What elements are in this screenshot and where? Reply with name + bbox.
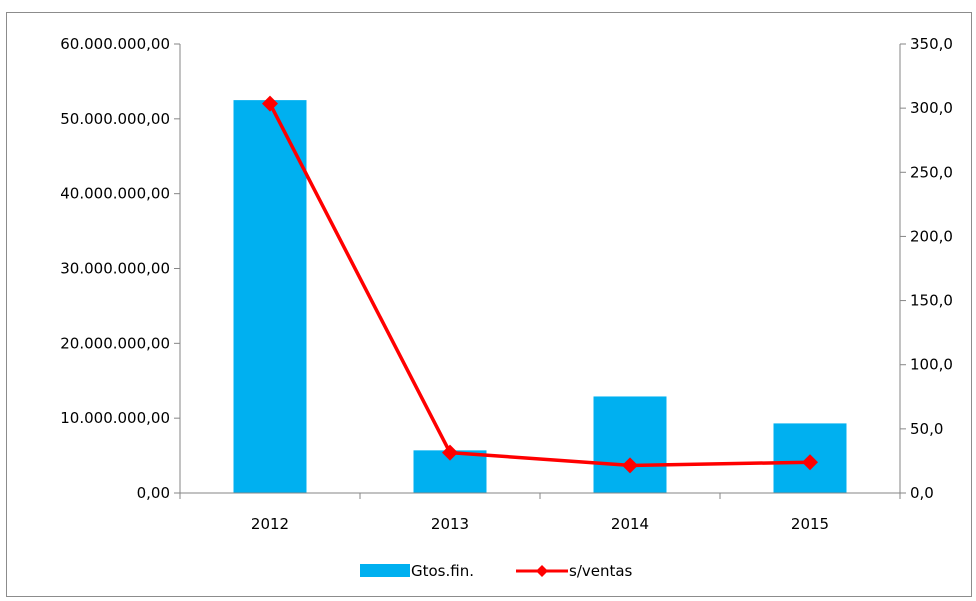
right-tick-label: 50,0 xyxy=(910,420,943,438)
left-tick-label: 60.000.000,00 xyxy=(60,35,170,53)
line-layer xyxy=(262,95,818,474)
x-tick-label: 2012 xyxy=(251,515,289,533)
line-marker-2014 xyxy=(622,457,638,474)
line-marker-2012 xyxy=(262,95,278,112)
legend-swatch-marker xyxy=(536,565,548,577)
right-tick-label: 0,0 xyxy=(910,484,934,502)
x-tick-label: 2015 xyxy=(791,515,829,533)
legend: Gtos.fin. s/ventas xyxy=(360,562,633,580)
left-tick-label: 40.000.000,00 xyxy=(60,185,170,203)
right-tick-label: 200,0 xyxy=(910,227,953,245)
line-marker-2013 xyxy=(442,444,458,461)
left-tick-label: 50.000.000,00 xyxy=(60,110,170,128)
bars-layer xyxy=(233,100,847,493)
x-tick-label: 2014 xyxy=(611,515,649,533)
right-tick-label: 250,0 xyxy=(910,163,953,181)
left-tick-label: 30.000.000,00 xyxy=(60,260,170,278)
left-tick-label: 20.000.000,00 xyxy=(60,334,170,352)
x-tick-label: 2013 xyxy=(431,515,469,533)
legend-swatch-bar xyxy=(360,564,410,577)
right-tick-label: 150,0 xyxy=(910,292,953,310)
line-series-s-ventas xyxy=(268,102,811,468)
left-tick-label: 10.000.000,00 xyxy=(60,409,170,427)
bar-2012 xyxy=(233,100,307,493)
right-tick-label: 350,0 xyxy=(910,35,953,53)
line-marker-2015 xyxy=(802,454,818,471)
legend-label-bar: Gtos.fin. xyxy=(411,562,474,580)
chart-frame xyxy=(6,12,972,597)
axes-layer: 0,00 10.000.000,00 20.000.000,00 30.000.000… xyxy=(60,35,953,533)
legend-label-line: s/ventas xyxy=(569,562,633,580)
left-tick-label: 0,00 xyxy=(137,484,170,502)
right-tick-label: 100,0 xyxy=(910,356,953,374)
bar-2014 xyxy=(593,396,667,493)
right-tick-label: 300,0 xyxy=(910,99,953,117)
